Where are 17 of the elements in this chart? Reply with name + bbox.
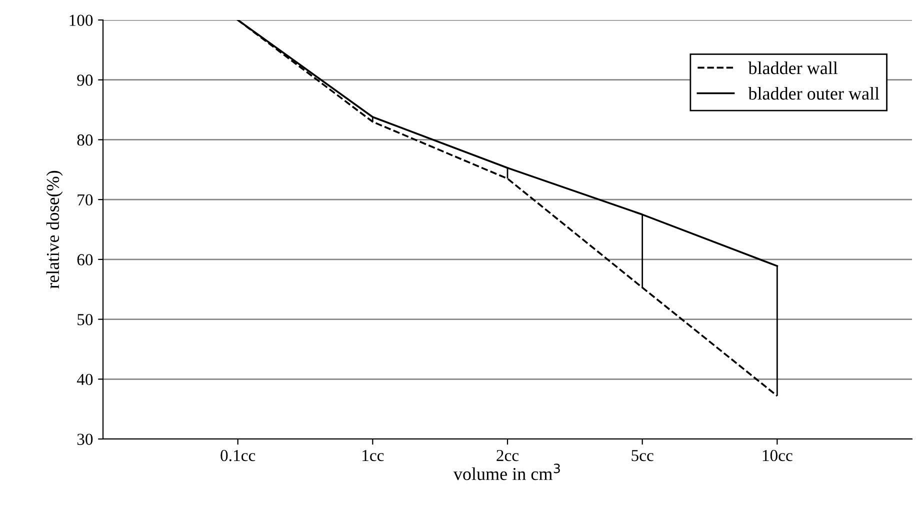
x-tick-label: 1cc [362,450,384,462]
y-tick-label: 50 [78,314,93,326]
x-tick-label: 5cc [632,450,654,462]
y-tick-label: 30 [77,434,93,445]
y-tick-label: 90 [77,74,93,86]
x-tick-label: 2cc [496,450,519,462]
y-tick-label: 100 [70,14,93,26]
y-tick-label: 80 [77,134,93,146]
x-axis-title: volume in cm$^{3}$ [453,464,560,480]
y-tick-label: 40 [76,374,93,386]
y-axis-title: relative dose(%) [46,170,63,289]
x-tick-label: 0.1cc [220,450,256,462]
legend-label: bladder outer wall [748,87,880,100]
y-tick-label: 60 [77,254,93,266]
x-tick-label: 10cc [762,450,792,462]
legend-label: bladder wall [748,62,838,74]
y-tick-label: 70 [78,194,93,206]
